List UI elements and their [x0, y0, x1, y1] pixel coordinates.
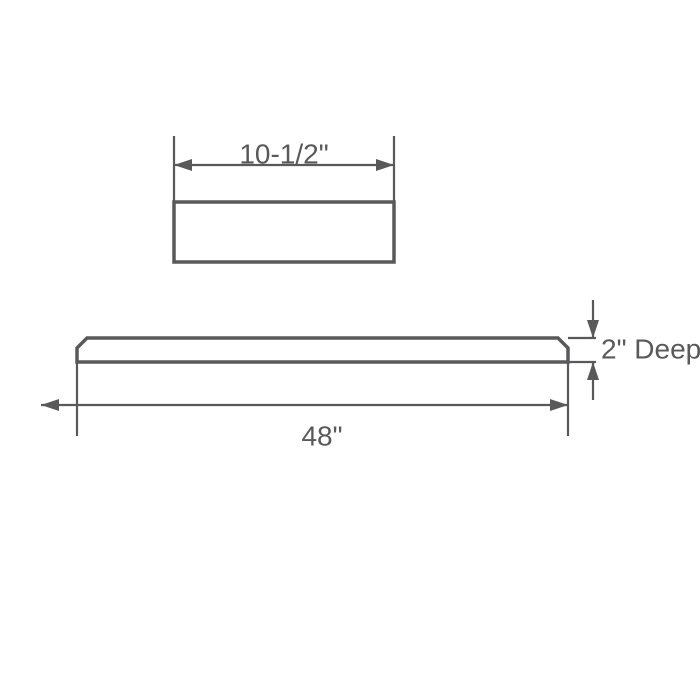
len-arrow-left: [41, 399, 59, 411]
len-arrow-right: [550, 399, 568, 411]
top-arrow-left: [174, 159, 192, 171]
top-arrow-right: [376, 159, 394, 171]
side-profile: [77, 338, 568, 362]
top-dim-label: 10-1/2": [239, 138, 328, 169]
depth-arrow-up: [587, 362, 599, 380]
depth-dim-label: 2" Deep: [601, 333, 700, 364]
depth-arrow-down: [587, 320, 599, 338]
end-view-rect: [174, 202, 394, 262]
len-dim-label: 48": [301, 420, 342, 451]
